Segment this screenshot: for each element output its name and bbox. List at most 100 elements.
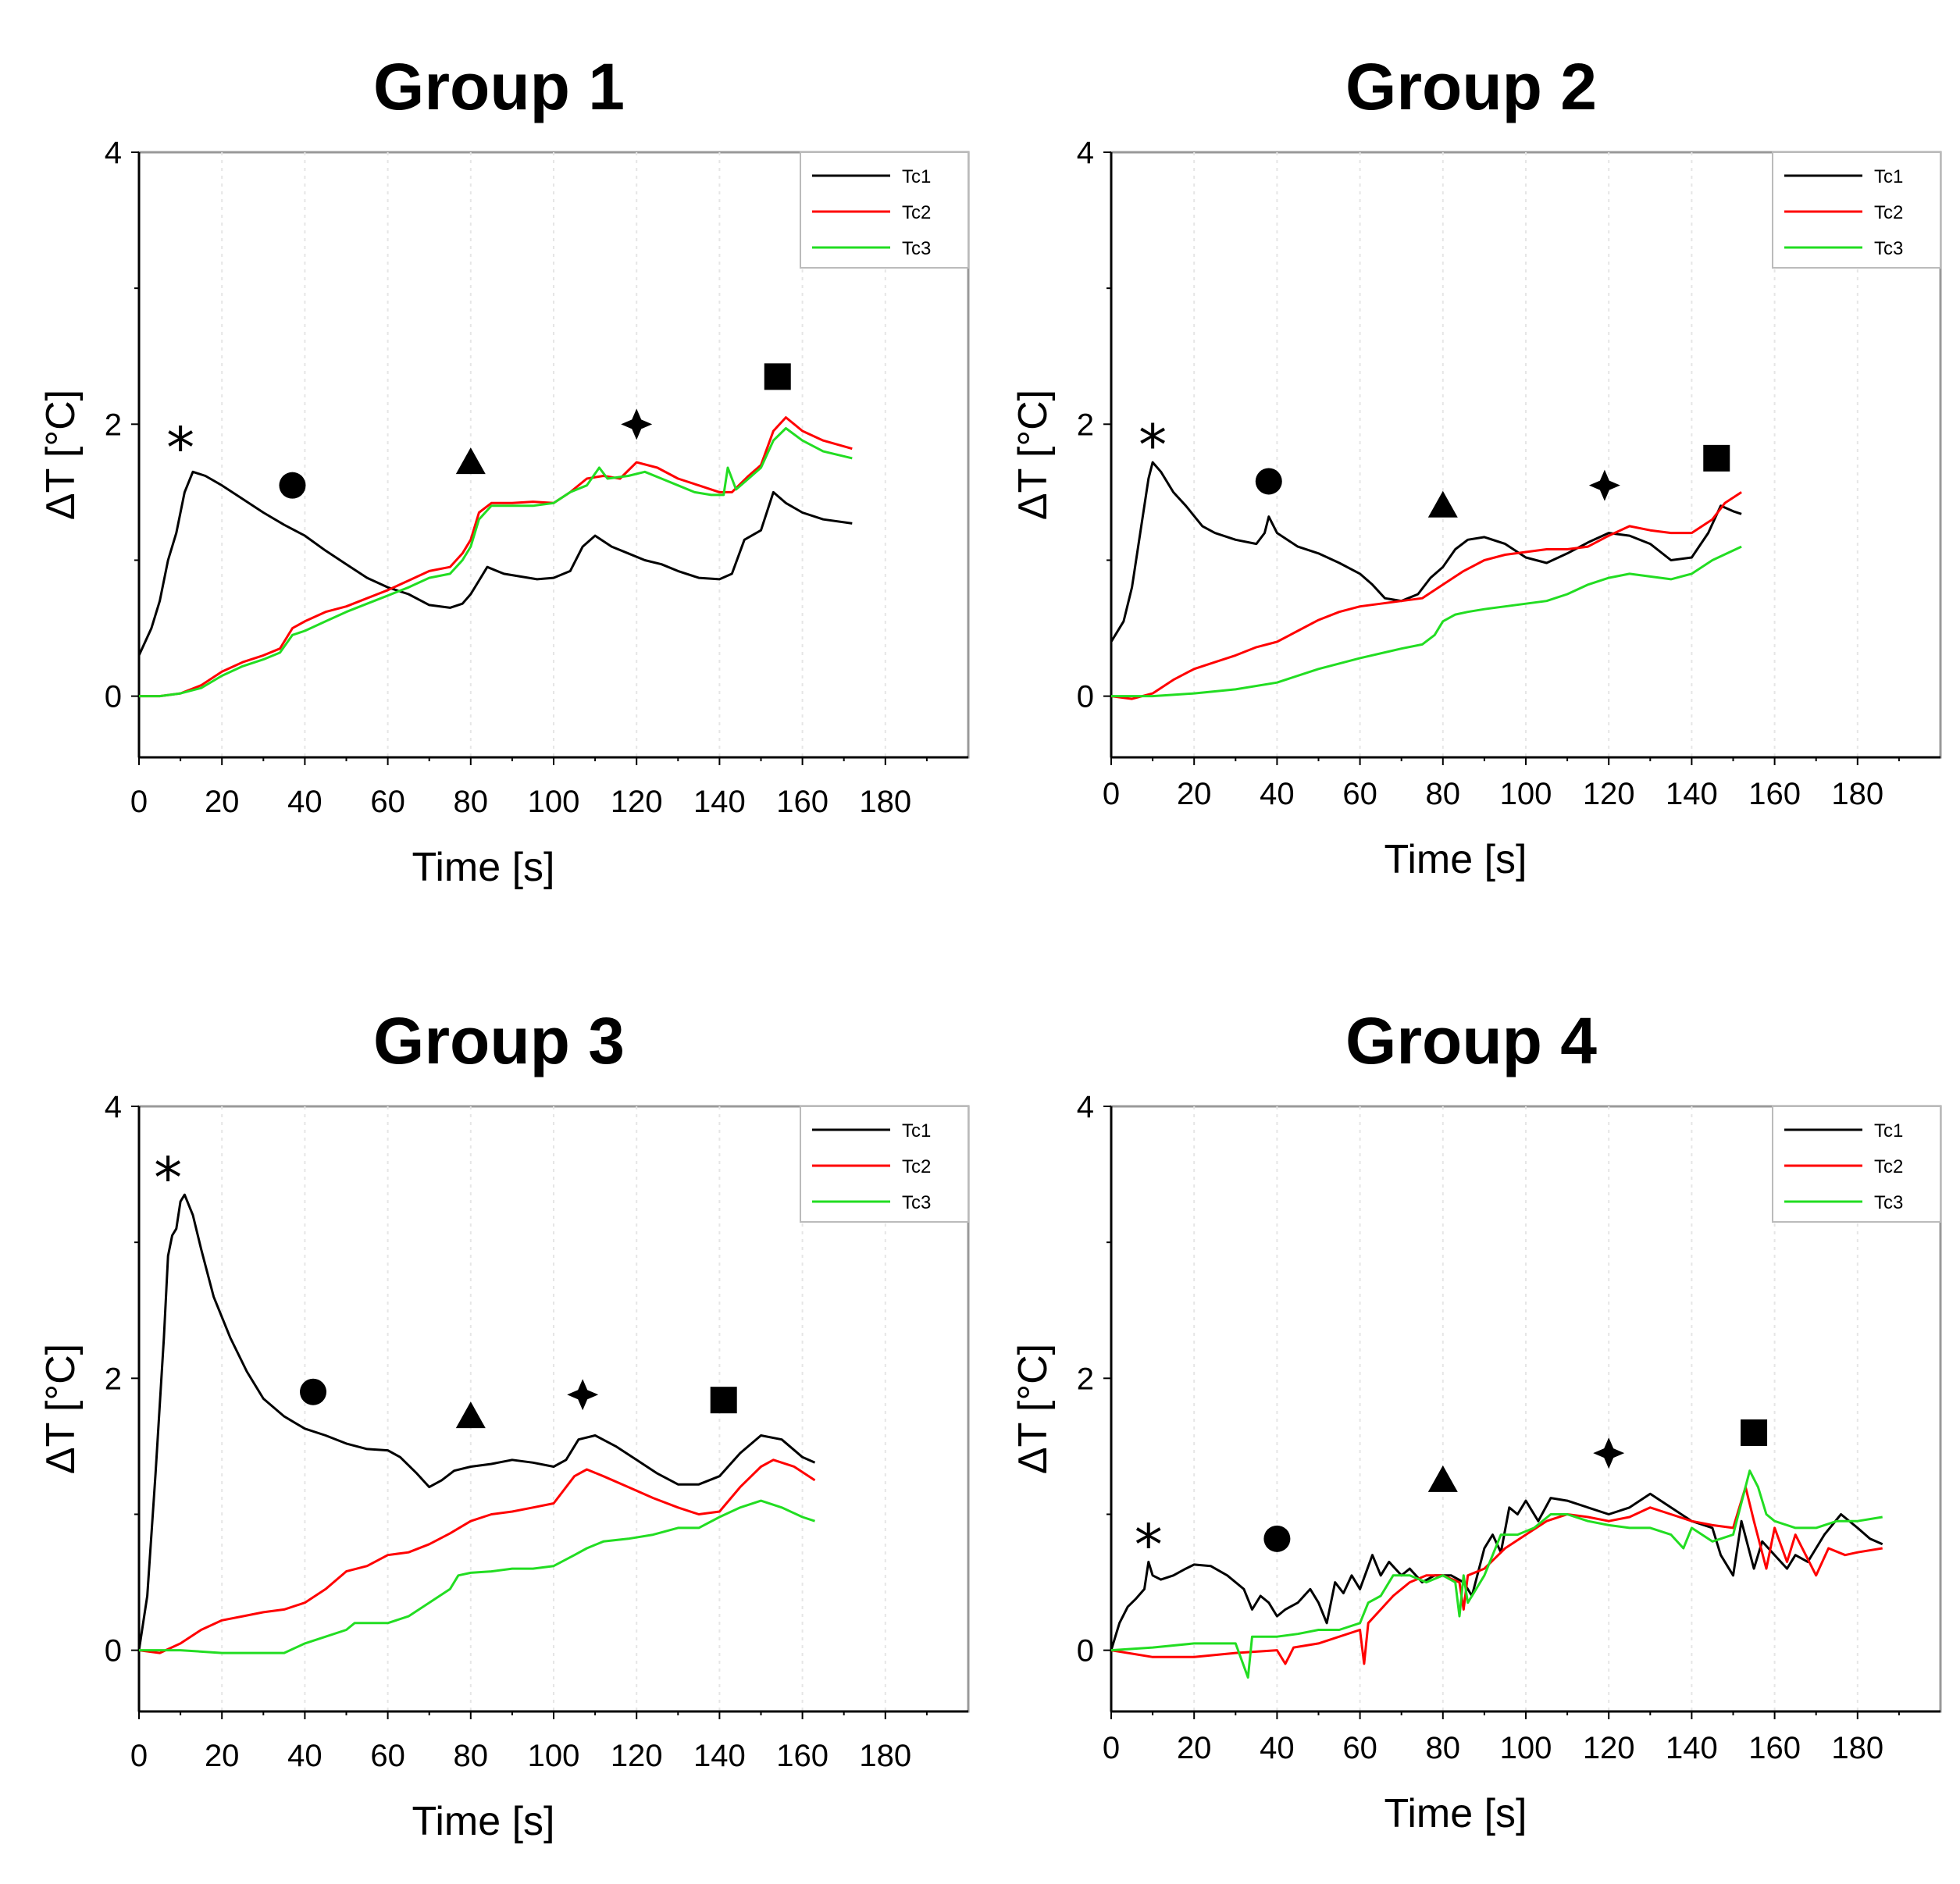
x-tick-label: 100 — [528, 1739, 580, 1773]
x-tick-label: 20 — [1177, 1731, 1212, 1765]
x-tick-label: 40 — [1260, 1731, 1295, 1765]
x-tick-label: 120 — [611, 1739, 663, 1773]
y-tick-label: 4 — [105, 136, 122, 170]
series-line-tc2 — [1110, 1486, 1883, 1665]
x-tick-label: 160 — [776, 1739, 829, 1773]
y-tick-label: 4 — [1077, 1090, 1094, 1124]
annotation-square — [764, 363, 791, 390]
series-line-tc3 — [1110, 1469, 1883, 1679]
legend-box — [800, 1106, 969, 1223]
y-tick-label: 0 — [1077, 680, 1094, 714]
x-axis-label: Time [s] — [412, 845, 555, 890]
x-tick-label: 180 — [859, 1739, 911, 1773]
series-line-tc3 — [139, 427, 853, 698]
annotation-triangle — [1427, 490, 1458, 518]
annotation-circle — [1263, 1525, 1291, 1552]
chart-title: Group 1 — [373, 50, 625, 123]
x-tick-label: 160 — [1748, 1731, 1801, 1765]
x-tick-label: 60 — [1342, 1731, 1377, 1765]
legend-label-tc2: Tc2 — [1874, 1156, 1903, 1177]
annotation-star — [1588, 469, 1620, 501]
x-tick-label: 40 — [287, 785, 323, 819]
legend-label-tc2: Tc2 — [902, 202, 931, 223]
chart-svg-group-2: Group 2 0 20 40 60 80 100 120 140 160 180 0 2 4 Time [… — [1010, 50, 1942, 882]
x-tick-label: 20 — [1177, 777, 1212, 811]
annotation-triangle — [455, 447, 486, 475]
x-tick-label: 80 — [1426, 1731, 1461, 1765]
x-axis-label: Time [s] — [412, 1799, 555, 1844]
chart-title: Group 2 — [1345, 50, 1597, 123]
annotation-circle — [300, 1378, 327, 1405]
legend-label-tc2: Tc2 — [1874, 202, 1903, 223]
annotation-asterisk: * — [154, 1145, 182, 1210]
legend-label-tc1: Tc1 — [902, 1120, 931, 1141]
x-tick-label: 0 — [130, 785, 148, 819]
y-tick-label: 2 — [1077, 1362, 1094, 1396]
annotation-asterisk: * — [166, 415, 194, 481]
x-tick-label: 0 — [130, 1739, 148, 1773]
x-tick-label: 80 — [454, 1739, 489, 1773]
x-tick-label: 60 — [370, 785, 405, 819]
y-axis-label: ΔT [°C] — [1010, 1344, 1056, 1474]
y-tick-label: 0 — [105, 1634, 122, 1669]
x-tick-label: 0 — [1103, 1731, 1120, 1765]
x-tick-label: 180 — [859, 785, 911, 819]
y-axis-label: ΔT [°C] — [38, 390, 84, 520]
series-line-tc1 — [137, 470, 853, 657]
x-tick-label: 20 — [205, 1739, 240, 1773]
series-line-tc1 — [137, 1193, 816, 1651]
x-tick-label: 100 — [528, 785, 580, 819]
x-tick-label: 100 — [1500, 777, 1552, 811]
x-tick-label: 60 — [1342, 777, 1377, 811]
x-tick-label: 120 — [611, 785, 663, 819]
x-tick-label: 120 — [1583, 777, 1635, 811]
x-tick-label: 160 — [1748, 777, 1801, 811]
x-tick-label: 140 — [693, 785, 746, 819]
x-tick-label: 180 — [1831, 1731, 1883, 1765]
x-tick-label: 80 — [1426, 777, 1461, 811]
chart-svg-group-3: Group 3 0 20 40 60 80 100 120 140 160 180 0 2 4 Time [… — [38, 1004, 970, 1844]
chart-svg-group-1: Group 1 0 20 40 60 80 100 120 140 160 180 0 2 4 Time [… — [38, 50, 970, 890]
annotation-asterisk: * — [1135, 1512, 1163, 1578]
legend-label-tc1: Tc1 — [1874, 1120, 1903, 1141]
annotation-star — [1593, 1437, 1625, 1469]
annotation-triangle — [1427, 1465, 1458, 1492]
legend-label-tc3: Tc3 — [1874, 238, 1903, 259]
x-tick-label: 60 — [370, 1739, 405, 1773]
x-tick-label: 180 — [1831, 777, 1883, 811]
chart-svg-group-4: Group 4 0 20 40 60 80 100 120 140 160 180 0 2 4 Time [… — [1010, 1004, 1942, 1836]
series-line-tc3 — [139, 1499, 815, 1654]
chart-panel-group-2: Group 2 0 20 40 60 80 100 120 140 160 180 0 2 4 Time [… — [972, 0, 1952, 930]
x-tick-label: 40 — [287, 1739, 323, 1773]
x-tick-label: 140 — [1666, 777, 1718, 811]
y-axis-label: ΔT [°C] — [1010, 390, 1056, 520]
annotation-asterisk: * — [1139, 412, 1167, 478]
x-axis-label: Time [s] — [1384, 1791, 1527, 1836]
x-tick-label: 80 — [454, 785, 489, 819]
x-tick-label: 0 — [1103, 777, 1120, 811]
legend-label-tc3: Tc3 — [902, 1192, 931, 1213]
series-line-tc2 — [138, 1458, 816, 1654]
x-tick-label: 20 — [205, 785, 240, 819]
x-tick-label: 40 — [1260, 777, 1295, 811]
annotation-square — [1741, 1419, 1768, 1446]
y-tick-label: 2 — [105, 408, 122, 442]
legend-box — [1772, 151, 1941, 269]
chart-panel-group-3: Group 3 0 20 40 60 80 100 120 140 160 180 0 2 4 Time [… — [0, 954, 980, 1884]
chart-title: Group 3 — [373, 1004, 625, 1077]
x-axis-label: Time [s] — [1384, 837, 1527, 882]
y-tick-label: 4 — [1077, 136, 1094, 170]
legend-label-tc3: Tc3 — [1874, 1192, 1903, 1213]
annotation-star — [567, 1379, 599, 1411]
x-tick-label: 100 — [1500, 1731, 1552, 1765]
y-tick-label: 0 — [1077, 1634, 1094, 1669]
series-line-tc1 — [1110, 461, 1742, 643]
chart-panel-group-1: Group 1 0 20 40 60 80 100 120 140 160 180 0 2 4 Time [… — [0, 0, 980, 930]
legend-box — [1772, 1106, 1941, 1223]
chart-panel-group-4: Group 4 0 20 40 60 80 100 120 140 160 180 0 2 4 Time [… — [972, 954, 1952, 1884]
annotation-star — [621, 408, 653, 440]
chart-title: Group 4 — [1345, 1004, 1597, 1077]
legend-box — [800, 151, 969, 269]
annotation-triangle — [455, 1401, 486, 1429]
x-tick-label: 140 — [693, 1739, 746, 1773]
